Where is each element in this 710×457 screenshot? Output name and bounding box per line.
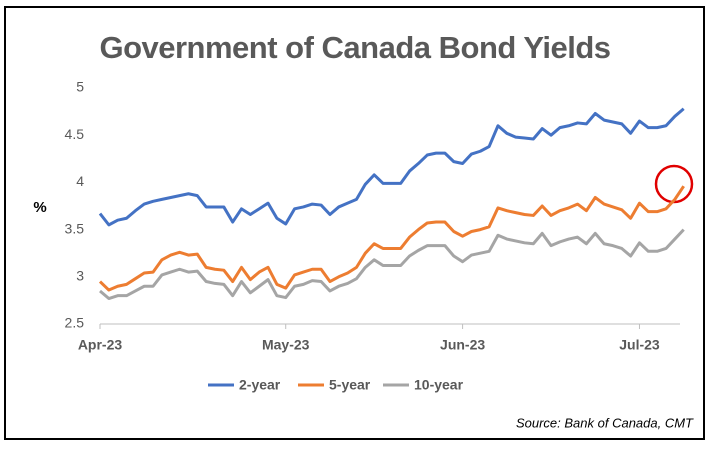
y-tick-label: 4	[76, 173, 84, 189]
x-tick-label: Jul-23	[619, 337, 660, 353]
source-note: Source: Bank of Canada, CMT	[516, 415, 694, 430]
y-tick-label: 3	[76, 268, 84, 284]
y-tick-label: 2.5	[65, 315, 85, 331]
line-series	[98, 185, 685, 292]
chart-frame	[4, 6, 705, 440]
x-tick-label: May-23	[262, 337, 310, 353]
legend-label: 2-year	[239, 377, 281, 393]
line-series	[99, 228, 685, 301]
legend-label: 10-year	[414, 377, 464, 393]
y-axis-label: %	[33, 199, 46, 216]
line-series	[98, 107, 685, 227]
chart-title: Government of Canada Bond Yields	[99, 30, 610, 65]
x-tick-label: Apr-23	[78, 337, 123, 353]
y-tick-label: 4.5	[65, 126, 85, 142]
legend-label: 5-year	[329, 377, 371, 393]
y-tick-label: 3.5	[65, 220, 85, 236]
x-tick-label: Jun-23	[440, 337, 485, 353]
y-tick-label: 5	[76, 79, 84, 95]
